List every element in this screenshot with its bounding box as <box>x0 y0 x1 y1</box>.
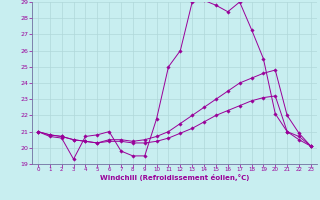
X-axis label: Windchill (Refroidissement éolien,°C): Windchill (Refroidissement éolien,°C) <box>100 174 249 181</box>
